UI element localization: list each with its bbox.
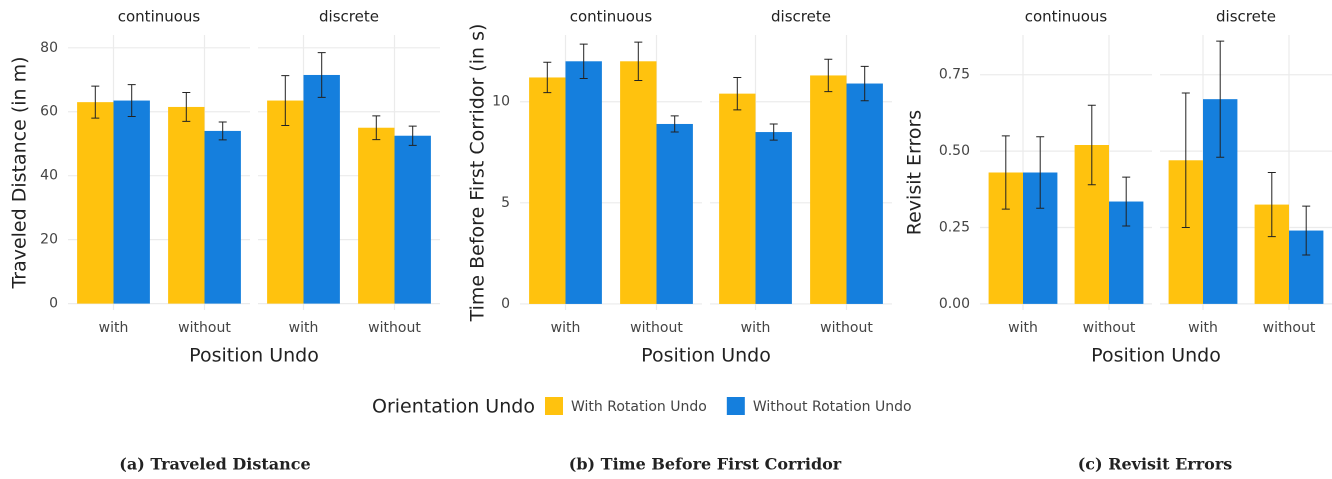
x-tick-label: with — [741, 320, 771, 336]
error-bar — [127, 84, 136, 118]
y-tick-label: 0.25 — [939, 220, 970, 236]
error-bar — [579, 43, 588, 79]
error-bar — [182, 92, 191, 122]
bar — [77, 102, 114, 304]
x-tick-label: without — [630, 320, 683, 336]
legend-label: With Rotation Undo — [571, 399, 707, 415]
y-tick-label: 5 — [501, 195, 510, 211]
x-tick-label: without — [178, 320, 231, 336]
facet-label: continuous — [1025, 8, 1108, 26]
x-axis-label: Position Undo — [641, 345, 771, 367]
y-tick-label: 80 — [40, 40, 58, 56]
y-tick-label: 0 — [49, 296, 58, 312]
x-tick-label: with — [1188, 320, 1218, 336]
error-bar — [769, 123, 778, 141]
y-tick-label: 10 — [492, 94, 510, 110]
y-axis-label: Time Before First Corridor (in s) — [467, 24, 489, 323]
x-axis-label: Position Undo — [1091, 345, 1221, 367]
y-tick-label: 40 — [40, 168, 58, 184]
error-bar — [860, 65, 869, 102]
bar — [168, 106, 205, 304]
facet-label: discrete — [319, 8, 379, 26]
bar — [267, 100, 304, 304]
y-tick-label: 0 — [501, 296, 510, 312]
error-bar — [543, 61, 552, 94]
error-bar — [91, 85, 100, 119]
error-bar — [733, 76, 742, 111]
legend-swatch — [726, 397, 745, 415]
y-tick-label: 0.00 — [939, 296, 970, 312]
bar — [719, 93, 756, 304]
legend-swatch — [545, 397, 563, 415]
x-tick-label: with — [99, 320, 129, 336]
legend-title: Orientation Undo — [372, 396, 535, 418]
error-bar — [634, 41, 643, 81]
y-axis-label: Revisit Errors — [904, 110, 926, 235]
error-bar — [1122, 176, 1131, 227]
x-tick-label: with — [289, 320, 319, 336]
error-bar — [1302, 205, 1311, 256]
error-bar — [317, 52, 326, 98]
error-bar — [824, 58, 833, 93]
error-bar — [1001, 135, 1010, 210]
error-bar — [670, 115, 679, 133]
facet-label: discrete — [1216, 8, 1276, 26]
bar — [113, 100, 150, 304]
caption: (b) Time Before First Corridor — [569, 455, 842, 474]
error-bar — [1216, 40, 1225, 158]
error-bar — [1181, 92, 1190, 228]
facet-label: discrete — [771, 8, 831, 26]
bar — [656, 123, 693, 304]
error-bar — [281, 75, 290, 126]
caption: (a) Traveled Distance — [119, 455, 310, 474]
bar — [358, 127, 395, 304]
bar — [204, 130, 241, 304]
facet-label: continuous — [570, 8, 653, 26]
error-bar — [1267, 172, 1276, 238]
caption: (c) Revisit Errors — [1078, 455, 1233, 474]
y-tick-label: 0.75 — [939, 67, 970, 83]
x-tick-label: without — [368, 320, 421, 336]
x-tick-label: without — [1083, 320, 1136, 336]
bar — [810, 75, 847, 304]
error-bar — [218, 121, 227, 141]
x-tick-label: with — [551, 320, 581, 336]
bar — [620, 61, 657, 304]
facet-label: continuous — [118, 8, 201, 26]
y-tick-label: 0.50 — [939, 143, 970, 159]
y-tick-label: 20 — [40, 232, 58, 248]
bar — [303, 74, 340, 304]
bar — [565, 61, 602, 304]
bar — [846, 83, 883, 304]
x-tick-label: without — [1263, 320, 1316, 336]
legend-label: Without Rotation Undo — [753, 399, 912, 415]
bar — [755, 132, 792, 304]
y-axis-label: Traveled Distance (in m) — [9, 56, 31, 289]
x-axis-label: Position Undo — [189, 345, 319, 367]
bar — [529, 77, 566, 304]
x-tick-label: with — [1008, 320, 1038, 336]
error-bar — [408, 125, 417, 146]
error-bar — [1036, 136, 1045, 209]
error-bar — [372, 115, 381, 141]
x-tick-label: without — [820, 320, 873, 336]
bar — [394, 135, 431, 304]
y-tick-label: 60 — [40, 104, 58, 120]
error-bar — [1087, 104, 1096, 186]
